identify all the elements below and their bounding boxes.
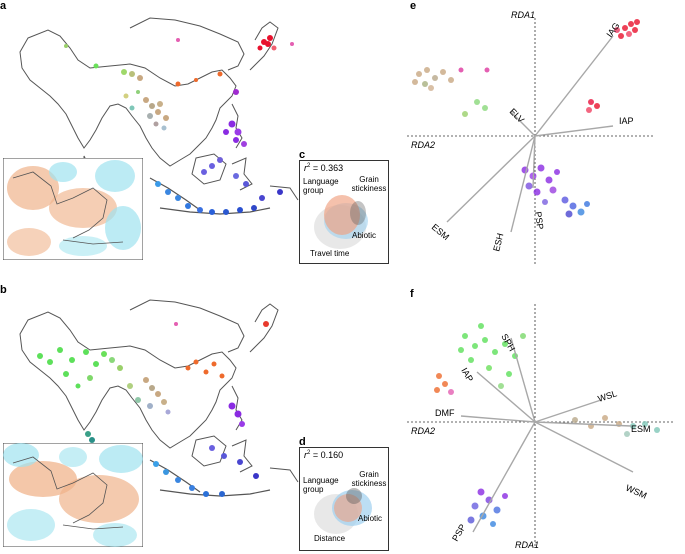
panel-e-vectors (446, 35, 614, 233)
panel-c-label: c (299, 149, 306, 161)
panel-c-venn: r2 = 0.363 Language group Grain stickine… (299, 160, 389, 264)
venn-c-label-2: Abiotic (352, 231, 377, 240)
coastline-a-newguinea (269, 185, 299, 201)
panel-a-inset (3, 158, 143, 260)
panel-e-vec-label-4: ESH (491, 232, 505, 252)
panel-f-vec-label-3: ESM (631, 424, 651, 434)
panel-e-vec-label-5: PSP (533, 211, 545, 230)
coastline-a-japan (249, 21, 279, 71)
panel-f-vec-label-5: WSM (624, 483, 648, 501)
panel-f-vectors (460, 337, 634, 533)
panel-e-vec-label-1: ELV (508, 106, 527, 125)
panel-a-label: a (0, 0, 7, 12)
coastline-b (19, 311, 237, 449)
panel-b-label: b (0, 284, 7, 296)
venn-d-label-0: Language group (303, 476, 339, 494)
panel-d-venn-shapes (314, 488, 372, 534)
coastline-a-philippines (231, 103, 243, 149)
panel-d-venn: r2 = 0.160 Language group Grain stickine… (299, 447, 389, 551)
venn-d-label-3: Distance (314, 534, 346, 543)
sample-points-a (64, 35, 294, 215)
panel-f-label: f (410, 288, 414, 300)
panel-d-label: d (299, 436, 306, 448)
panel-e-rda: RDA1 RDA2 IAG ELV IAP ESM ESH PSP (407, 10, 655, 266)
panel-f-axis-y: RDA1 (515, 540, 539, 550)
panel-e-axis-y: RDA1 (511, 10, 535, 20)
panel-b-map (19, 299, 299, 497)
venn-d-label-1: Grain stickiness (351, 470, 387, 488)
coastline-a (19, 29, 237, 167)
coastline-a-china (129, 17, 245, 71)
panel-b-inset (3, 443, 143, 547)
panel-f-axis-x: RDA2 (411, 426, 435, 436)
venn-c-label-0: Language group (303, 177, 339, 195)
venn-c-label-1: Grain stickiness (351, 175, 387, 193)
panel-f-points (434, 323, 660, 527)
panel-f-rda: RDA1 RDA2 SPH IAP WSL ESM DMF WSM PSP (407, 304, 675, 550)
panel-f-vec-label-2: WSL (597, 388, 619, 404)
panel-f-vec-label-1: IAP (459, 366, 475, 384)
panel-e-axis-x: RDA2 (411, 140, 435, 150)
coastline-a-java (159, 207, 271, 215)
venn-d-label-2: Abiotic (358, 514, 383, 523)
panel-e-vec-label-2: IAP (619, 116, 634, 126)
panel-c-venn-shapes (314, 195, 368, 249)
panel-e-points (412, 19, 640, 218)
panel-c-r2: r2 = 0.363 (304, 163, 344, 173)
panel-d-r2: r2 = 0.160 (304, 450, 344, 460)
sample-points-b (37, 321, 269, 497)
panel-f-vec-label-6: PSP (450, 522, 468, 543)
venn-c-label-3: Travel time (310, 249, 350, 258)
panel-e-vec-label-3: ESM (430, 222, 451, 242)
panel-f-vec-label-4: DMF (435, 408, 455, 418)
panel-e-label: e (410, 0, 417, 12)
